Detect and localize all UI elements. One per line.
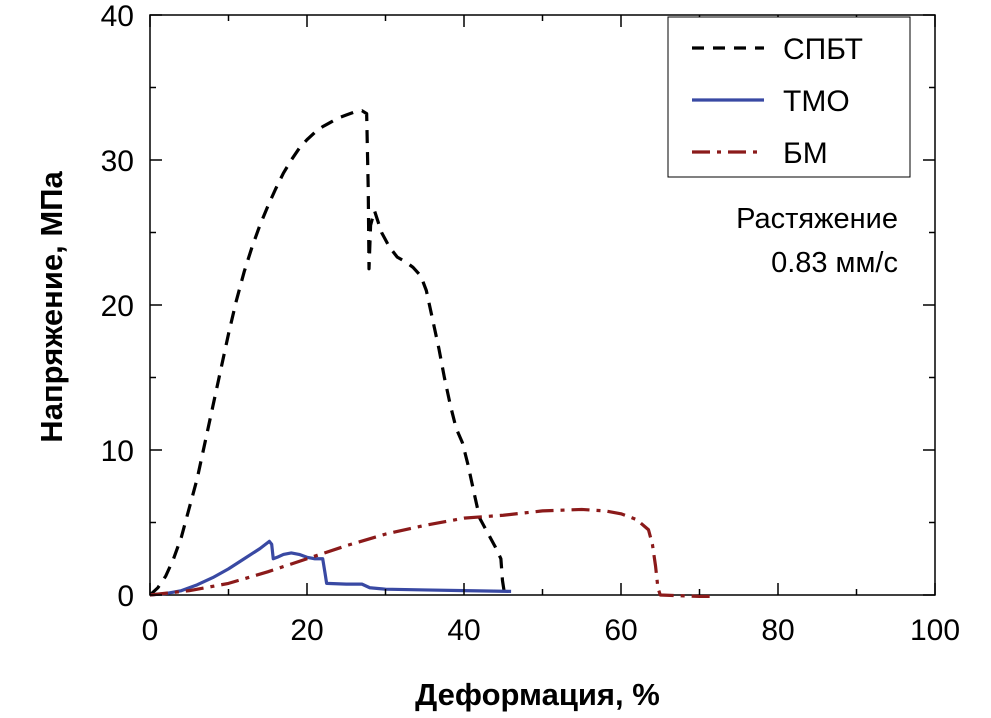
- x-tick-label: 40: [447, 614, 480, 647]
- y-tick-label: 40: [101, 0, 134, 33]
- y-axis-title: Напряжение, МПа: [34, 171, 69, 443]
- x-tick-label: 20: [290, 614, 323, 647]
- y-tick-label: 20: [101, 290, 134, 323]
- annotation-line-1: Растяжение: [736, 203, 898, 235]
- x-tick-label: 0: [142, 614, 159, 647]
- legend-label-2: ТМО: [783, 85, 850, 118]
- x-tick-label: 60: [604, 614, 637, 647]
- annotation-line-2: 0.83 мм/с: [771, 247, 898, 279]
- y-tick-label: 30: [101, 145, 134, 178]
- x-tick-label: 100: [910, 614, 960, 647]
- legend-box: [667, 16, 911, 178]
- series-line-3: [150, 507, 712, 599]
- y-tick-label: 0: [117, 580, 134, 613]
- legend-label-1: СПБТ: [783, 33, 863, 66]
- series-line-1: [150, 109, 506, 597]
- legend-label-3: БМ: [783, 137, 828, 170]
- series-line-2: [150, 539, 512, 597]
- y-tick-label: 10: [101, 435, 134, 468]
- x-tick-label: 80: [761, 614, 794, 647]
- x-axis-title: Деформация, %: [415, 677, 660, 712]
